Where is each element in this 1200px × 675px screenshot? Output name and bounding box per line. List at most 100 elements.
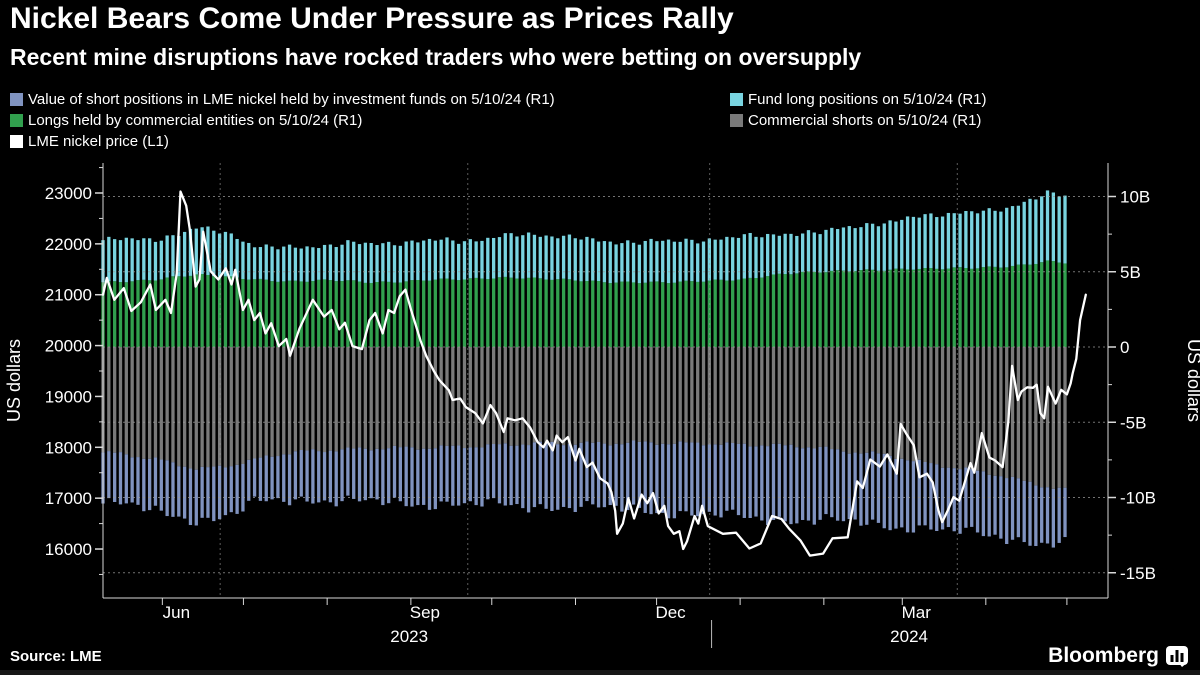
bar-commercial-shorts xyxy=(544,347,548,443)
bar-fund-longs xyxy=(194,228,198,275)
bar-fund-longs xyxy=(882,223,886,271)
bar-commercial-shorts xyxy=(147,347,152,459)
bar-commercial-longs xyxy=(427,280,432,347)
bar-fund-shorts xyxy=(731,443,735,510)
bar-commercial-shorts xyxy=(322,347,327,453)
bar-commercial-longs xyxy=(544,279,548,347)
bar-commercial-shorts xyxy=(392,347,397,446)
bar-commercial-shorts xyxy=(940,347,945,468)
bar-commercial-longs xyxy=(153,280,158,347)
bar-commercial-shorts xyxy=(223,347,228,468)
bar-commercial-shorts xyxy=(870,347,875,452)
bar-commercial-shorts xyxy=(287,347,292,455)
bar-fund-shorts xyxy=(1057,487,1061,543)
bar-commercial-shorts xyxy=(818,347,822,447)
bar-fund-shorts xyxy=(835,449,840,521)
bar-commercial-shorts xyxy=(602,347,607,444)
bar-commercial-longs xyxy=(894,268,898,347)
bar-commercial-longs xyxy=(835,270,840,347)
bar-fund-shorts xyxy=(369,450,373,499)
bar-fund-shorts xyxy=(171,462,175,517)
bar-fund-longs xyxy=(486,237,490,280)
bar-commercial-shorts xyxy=(1045,347,1050,488)
bar-commercial-longs xyxy=(509,277,513,347)
bar-commercial-shorts xyxy=(649,347,653,443)
bar-commercial-shorts xyxy=(824,347,828,447)
bar-commercial-longs xyxy=(491,278,496,347)
bar-fund-longs xyxy=(474,241,478,278)
bar-fund-shorts xyxy=(206,467,210,518)
bar-fund-longs xyxy=(975,213,980,269)
bar-commercial-shorts xyxy=(894,347,898,459)
bar-fund-longs xyxy=(287,244,292,281)
bar-fund-longs xyxy=(830,227,834,271)
bar-fund-longs xyxy=(655,241,659,282)
bar-fund-shorts xyxy=(387,448,391,504)
bar-fund-longs xyxy=(182,231,187,277)
bar-fund-longs xyxy=(340,244,344,282)
bar-fund-shorts xyxy=(113,452,117,502)
bar-fund-shorts xyxy=(1010,476,1015,540)
bar-commercial-shorts xyxy=(876,347,881,454)
bar-commercial-shorts xyxy=(521,347,525,445)
right-axis-title: US dollars xyxy=(1184,339,1200,422)
bar-fund-shorts xyxy=(212,466,216,522)
bar-commercial-shorts xyxy=(684,347,688,443)
bar-commercial-shorts xyxy=(515,347,519,446)
bar-fund-shorts xyxy=(579,442,583,507)
bar-fund-shorts xyxy=(142,458,146,512)
bar-commercial-longs xyxy=(1005,267,1009,347)
bar-commercial-longs xyxy=(701,281,706,347)
bar-commercial-shorts xyxy=(480,347,484,448)
bar-fund-shorts xyxy=(124,454,128,504)
bar-fund-longs xyxy=(987,208,991,267)
bar-commercial-longs xyxy=(299,281,303,347)
bar-commercial-shorts xyxy=(282,347,286,455)
bar-commercial-longs xyxy=(917,268,921,347)
bar-commercial-shorts xyxy=(631,347,636,441)
bar-fund-shorts xyxy=(451,445,455,506)
bar-fund-longs xyxy=(666,239,671,284)
bar-commercial-longs xyxy=(952,267,956,347)
bar-commercial-longs xyxy=(182,276,187,347)
bar-commercial-longs xyxy=(905,269,910,347)
year-label: 2023 xyxy=(390,627,428,646)
bar-commercial-shorts xyxy=(795,347,799,448)
bar-fund-shorts xyxy=(247,459,251,501)
bar-commercial-shorts xyxy=(946,347,951,468)
bar-fund-longs xyxy=(748,232,752,278)
bar-fund-longs xyxy=(800,233,805,272)
bar-commercial-shorts xyxy=(369,347,373,451)
bar-fund-shorts xyxy=(182,466,187,519)
bar-commercial-shorts xyxy=(532,347,537,443)
bar-commercial-shorts xyxy=(900,347,904,459)
legend-item-1: Fund long positions on 5/10/24 (R1) xyxy=(730,91,986,108)
bar-commercial-shorts xyxy=(882,347,886,454)
bar-commercial-shorts xyxy=(777,347,781,444)
bar-commercial-longs xyxy=(1028,264,1032,347)
bar-commercial-shorts xyxy=(731,347,735,444)
bar-fund-longs xyxy=(252,247,257,280)
bar-commercial-longs xyxy=(766,276,770,347)
bar-fund-shorts xyxy=(188,468,193,526)
source-label: Source: LME xyxy=(10,648,102,665)
bar-fund-shorts xyxy=(608,445,612,506)
bar-fund-shorts xyxy=(958,469,962,534)
bar-fund-longs xyxy=(602,241,607,283)
bar-commercial-longs xyxy=(929,267,933,347)
bar-commercial-shorts xyxy=(771,347,776,444)
bar-fund-shorts xyxy=(194,469,198,526)
bar-commercial-longs xyxy=(940,269,945,347)
bar-fund-shorts xyxy=(480,447,484,507)
bar-fund-shorts xyxy=(643,441,647,513)
bar-commercial-shorts xyxy=(929,347,933,464)
bar-commercial-longs xyxy=(1057,262,1061,347)
bar-fund-longs xyxy=(509,233,513,278)
bar-commercial-shorts xyxy=(643,347,647,442)
bar-fund-longs xyxy=(142,238,146,280)
bar-commercial-shorts xyxy=(491,347,496,445)
bar-commercial-longs xyxy=(107,281,111,347)
bar-commercial-longs xyxy=(480,278,484,347)
bar-fund-longs xyxy=(1010,206,1015,266)
bar-commercial-longs xyxy=(287,280,292,347)
